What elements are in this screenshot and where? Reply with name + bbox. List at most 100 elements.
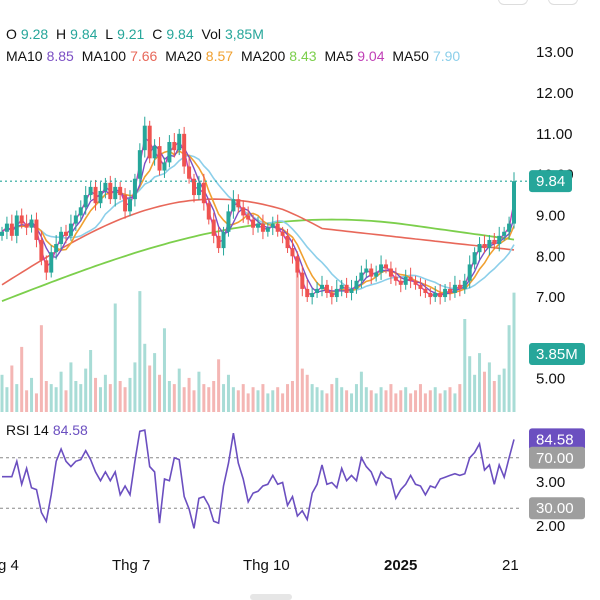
volume-bar (64, 390, 68, 412)
candle-body (285, 235, 290, 249)
volume-bar (108, 384, 112, 412)
volume-bar (512, 292, 516, 412)
candle-body (123, 195, 128, 212)
candle-body (290, 248, 295, 257)
rsi-legend: RSI 14 84.58 (6, 422, 92, 438)
candle-body (142, 125, 147, 151)
volume-bar (207, 387, 211, 412)
volume-bar (94, 377, 98, 412)
candle-body (98, 190, 103, 204)
volume-bar (162, 328, 166, 412)
rsi-value: 84.58 (52, 422, 88, 438)
price-tick-label: 12.00 (536, 85, 574, 102)
ma50-label: MA50 (392, 48, 429, 64)
volume-bar (0, 374, 4, 412)
volume-bar (266, 393, 270, 412)
volume-bar (399, 390, 403, 412)
candle-body (59, 231, 64, 245)
volume-bar (414, 390, 418, 412)
candle-body (44, 260, 49, 273)
volume-bar (271, 390, 275, 412)
candle-body (433, 292, 438, 298)
price-tag (529, 170, 572, 193)
rsi-line (2, 429, 515, 529)
candle-body (83, 195, 88, 208)
candle-body (14, 215, 19, 236)
volume-bar (143, 343, 147, 412)
rsi-label: RSI 14 (6, 422, 49, 438)
rsi-lower-tag (529, 497, 585, 520)
volume-bar (202, 384, 206, 412)
volume-bar (241, 384, 245, 412)
high-value: 9.84 (70, 26, 98, 42)
rsi-upper-tag (529, 446, 585, 469)
candle-body (497, 235, 502, 245)
price-tick-label: 13.00 (536, 44, 574, 61)
candle-body (379, 264, 384, 273)
rsi-tick-label: 2.00 (536, 518, 565, 535)
volume-bar (20, 346, 24, 412)
candle-body (428, 292, 433, 298)
candle-body (320, 284, 324, 289)
volume-bar (15, 384, 19, 412)
candle-body (4, 223, 9, 232)
candle-body (236, 199, 241, 208)
candle-body (39, 239, 44, 261)
candle-body (167, 142, 172, 163)
volume-bar (369, 390, 373, 412)
candle-body (0, 231, 4, 236)
candle-body (206, 203, 211, 220)
volume-bar (212, 381, 216, 412)
volume-bar (384, 390, 388, 412)
volume-bar (487, 362, 491, 412)
candle-body (423, 288, 428, 293)
price-tick-label: 11.00 (536, 126, 572, 143)
candle-body (369, 268, 374, 277)
candle-body (73, 215, 78, 224)
ma100-label: MA100 (81, 48, 127, 64)
volume-bar (222, 384, 226, 412)
volume-bar (133, 362, 137, 412)
volume-bar (103, 374, 107, 412)
volume-bar (428, 390, 432, 412)
volume-bar (305, 374, 309, 412)
volume-bar (231, 387, 235, 412)
volume-bar (138, 291, 142, 412)
candle-body (354, 280, 359, 289)
volume-bar (409, 393, 413, 412)
candle-body (246, 215, 251, 220)
volume-bar (49, 384, 53, 412)
candle-body (113, 186, 118, 200)
candle-body (54, 244, 59, 253)
volume-bar (345, 390, 349, 412)
close-value: 9.84 (166, 26, 194, 42)
volume-bar (34, 393, 38, 412)
volume-bar (276, 387, 280, 412)
volume-bar (394, 393, 398, 412)
candle-body (393, 276, 398, 281)
ma100-value: 7.66 (130, 48, 158, 64)
rsi-value-tag-label: 84.58 (536, 431, 574, 448)
candle-body (118, 186, 123, 196)
candle-body (49, 252, 54, 273)
candle-body (310, 292, 315, 298)
x-tick-label: 21 (502, 557, 519, 574)
volume-bar (325, 393, 329, 412)
volume-label: Vol (201, 26, 221, 42)
ma20-line (1, 149, 515, 295)
volume-bar (354, 384, 358, 412)
candle-body (295, 256, 300, 273)
candle-body (182, 133, 187, 167)
volume-bar (113, 303, 117, 412)
volume-bar (192, 390, 196, 412)
volume-bar (330, 384, 334, 412)
volume-bar (310, 384, 314, 412)
volume-bar (350, 393, 354, 412)
candle-body (147, 125, 152, 159)
ma10-label: MA10 (6, 48, 43, 64)
candle-body (256, 223, 260, 228)
volume-bar (315, 387, 319, 412)
x-tick-label: Thg 10 (243, 557, 290, 574)
